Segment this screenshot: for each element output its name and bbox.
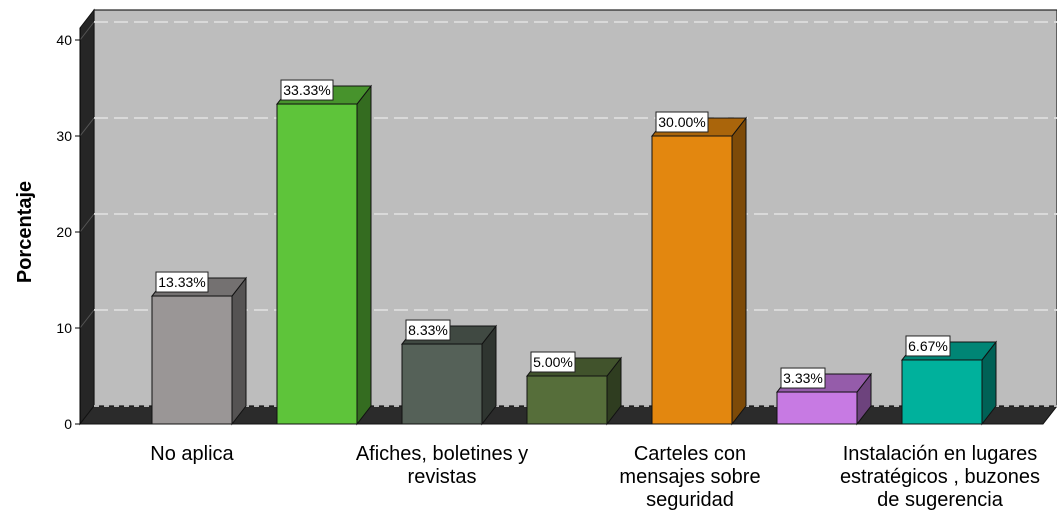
bar-front [151,295,233,425]
data-label: 33.33% [280,79,334,101]
data-label-box [780,367,826,389]
y-tick-label: 30 [56,128,72,144]
bar-front [651,135,733,425]
y-axis-label: Porcentaje [14,181,36,283]
data-label-box [655,111,709,133]
bar [650,116,748,426]
bar-front [401,343,483,425]
bar [275,84,373,426]
data-label: 6.67% [905,335,951,357]
data-labels: 13.33% 33.33% 8.33% 5.00% 30.00% 3.33% 6.67% [155,79,951,389]
bar-front [901,359,983,425]
y-tick-label: 20 [56,224,72,240]
x-category-label: No aplica [150,443,234,465]
data-label-box [280,79,334,101]
data-label-text: 30.00% [658,114,705,130]
bar-front [526,375,608,425]
gridline-side [79,21,95,41]
x-category-label-line: mensajes sobre [619,466,760,488]
plot-walls [78,8,1057,426]
bar-side [731,116,747,426]
bar-front [276,103,358,425]
data-label-text: 3.33% [783,370,823,386]
bar [150,276,248,426]
data-label-box [530,351,576,373]
data-label-box [155,271,209,293]
data-label: 13.33% [155,271,209,293]
x-category-label-line: Afiches, boletines y [356,443,528,465]
gridline-side [79,213,95,233]
y-tick-label: 10 [56,320,72,336]
data-label-text: 8.33% [408,322,448,338]
x-category-label-line: estratégicos , buzones [840,466,1040,488]
plot-back-wall [93,9,1057,407]
data-label-box [905,335,951,357]
data-label-text: 5.00% [533,354,573,370]
y-tick-label: 40 [56,32,72,48]
data-label: 3.33% [780,367,826,389]
data-label: 30.00% [655,111,709,133]
x-category-label-line: No aplica [150,443,234,465]
data-label-text: 33.33% [283,82,330,98]
data-label: 5.00% [530,351,576,373]
gridline-side [79,117,95,137]
data-label-text: 6.67% [908,338,948,354]
bar [400,324,498,426]
x-category-label-line: de sugerencia [877,489,1004,511]
data-label-text: 13.33% [158,274,205,290]
x-category-label-line: Carteles con [634,443,746,465]
data-label-box [405,319,451,341]
bar-side [356,84,372,426]
x-category-label-line: revistas [408,466,477,488]
x-category-label-line: Instalación en lugares [843,443,1038,465]
bar-front [776,391,858,425]
y-axis-ticks: 0 10 20 30 40 [56,28,81,432]
gridline-side [79,309,95,329]
x-category-label-line: seguridad [646,489,734,511]
bar-side [231,276,247,426]
y-tick-label: 0 [64,416,72,432]
data-label: 8.33% [405,319,451,341]
